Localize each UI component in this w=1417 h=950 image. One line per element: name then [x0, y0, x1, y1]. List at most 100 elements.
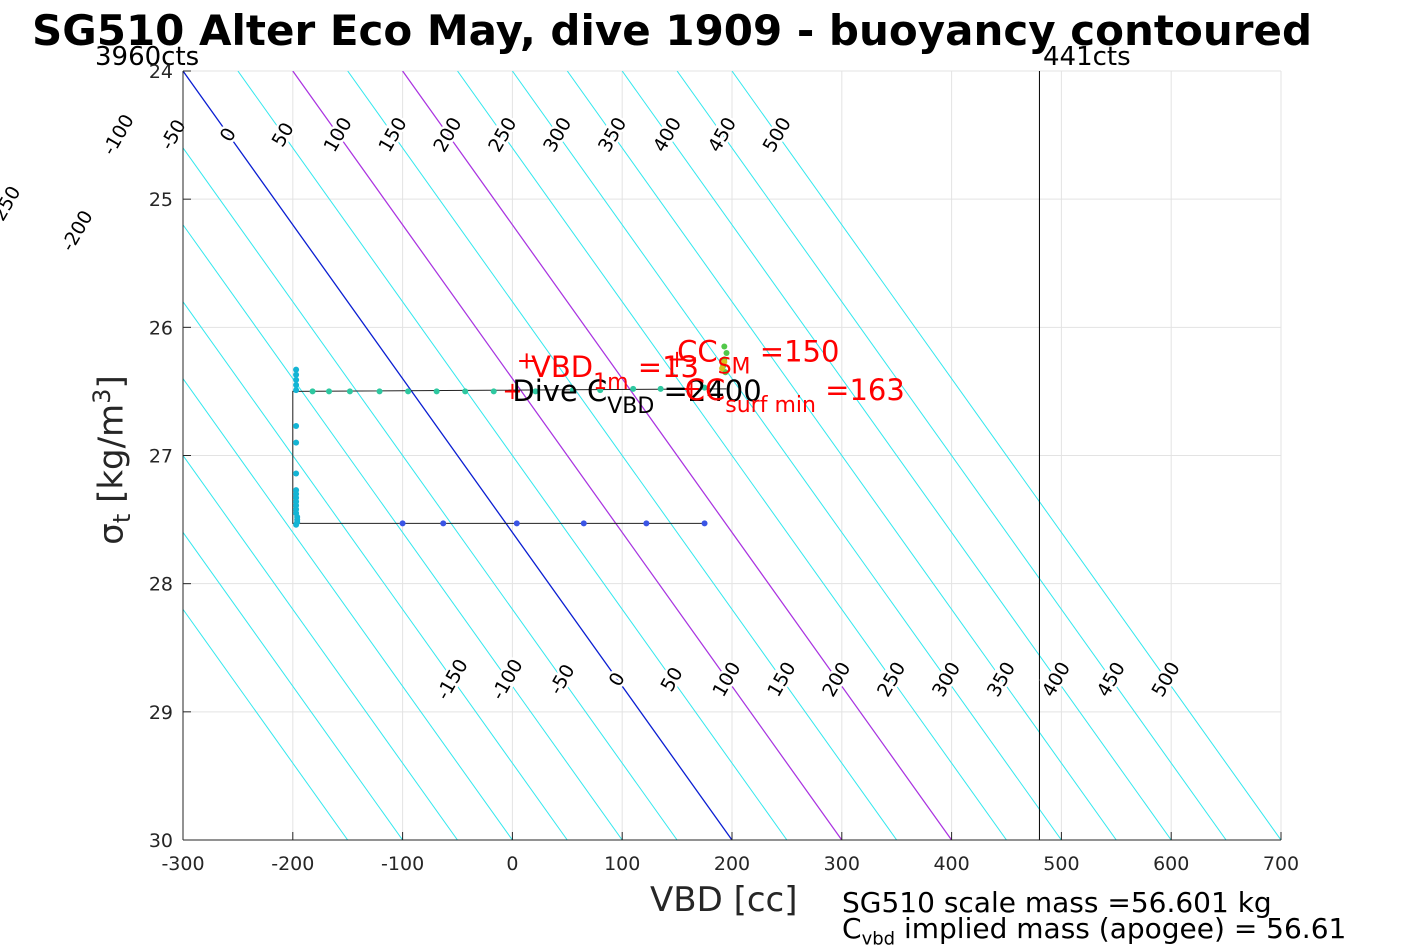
- implied-mass-prefix: C: [842, 912, 862, 945]
- contour-label: -250: [0, 182, 25, 230]
- contour-line: [457, 71, 1007, 840]
- y-axis-label: σt [kg/m3]: [88, 375, 136, 544]
- contour-label: 50: [657, 664, 688, 696]
- x-tick-label: -200: [271, 853, 314, 875]
- data-point: [326, 388, 333, 395]
- data-point: [721, 343, 728, 350]
- y-axis-symbol: σ: [91, 523, 132, 545]
- contour-line: [183, 147, 678, 840]
- contour-label: 150: [374, 114, 411, 156]
- data-point: [597, 387, 604, 394]
- contour-line: [511, 71, 1062, 840]
- data-point: [643, 520, 650, 527]
- contour-label: 500: [1148, 658, 1185, 700]
- contour-label: 250: [873, 658, 910, 700]
- contour-label: 250: [484, 114, 521, 156]
- plus-marker: +: [667, 345, 687, 373]
- annotation-label: CCsurf min =163: [685, 373, 905, 418]
- dive-trace: [292, 388, 727, 524]
- contour-line: [292, 71, 843, 840]
- x-tick-label: -300: [161, 853, 204, 875]
- data-point: [657, 385, 664, 392]
- y-tick-label: 29: [149, 702, 173, 724]
- data-point: [490, 388, 497, 395]
- contour-line: [621, 71, 1172, 840]
- contour-line: [183, 531, 403, 840]
- annotation-label: CCSM =150: [677, 334, 839, 379]
- contour-line: [566, 71, 1117, 840]
- contour-label: 450: [704, 114, 741, 156]
- right-counts-label: 441cts: [1043, 42, 1131, 72]
- chart-title: SG510 Alter Eco May, dive 1909 - buoyanc…: [32, 6, 1313, 55]
- data-point: [433, 388, 440, 395]
- y-axis-unit-end: ]: [91, 375, 132, 389]
- x-tick-label: 300: [824, 853, 860, 875]
- contour-line: [183, 608, 349, 840]
- scale-mass-text: SG510 scale mass =56.601 kg: [842, 886, 1272, 919]
- axes: -300 -200 -100 0 100 200 300 400 500 600 700242526…: [149, 61, 1299, 875]
- contour-label: 450: [1093, 658, 1130, 700]
- data-point: [440, 520, 447, 527]
- data-point: [293, 366, 300, 373]
- implied-mass-text: Cvbd implied mass (apogee) = 56.61: [842, 912, 1346, 950]
- implied-mass-rest: implied mass (apogee) = 56.61: [895, 912, 1347, 945]
- data-point: [293, 382, 300, 389]
- data-point: [346, 388, 353, 395]
- x-tick-label: 700: [1263, 853, 1299, 875]
- contour-label: -100: [487, 655, 528, 703]
- implied-mass-sub: vbd: [861, 928, 896, 950]
- contour-label: 350: [983, 658, 1020, 700]
- data-point: [630, 385, 637, 392]
- contour-label: 400: [649, 114, 686, 156]
- data-point: [293, 439, 300, 446]
- contour-line: [676, 71, 1227, 840]
- data-point: [723, 349, 730, 356]
- annotation-label: Dive CVBD =2400: [512, 374, 761, 419]
- contour-line: [183, 454, 458, 840]
- buoyancy-contours: [183, 71, 1281, 840]
- y-axis-symbol-sub: t: [108, 513, 137, 524]
- y-tick-label: 30: [149, 830, 173, 852]
- data-point: [513, 520, 520, 527]
- plus-marker: +: [517, 346, 537, 374]
- x-axis-label: VBD [cc]: [650, 880, 798, 920]
- x-tick-label: 500: [1043, 853, 1079, 875]
- annotation-label: VBD1m =13: [531, 350, 699, 395]
- y-axis-unit: [kg/m: [91, 403, 132, 514]
- plus-marker: +: [681, 375, 701, 403]
- x-tick-label: 200: [714, 853, 750, 875]
- data-point: [701, 520, 708, 527]
- contour-label: -50: [156, 116, 191, 154]
- data-point: [309, 388, 316, 395]
- contour-label: 200: [429, 114, 466, 156]
- contour-line: [183, 377, 513, 840]
- data-point: [580, 520, 587, 527]
- contour-label: -50: [545, 661, 580, 699]
- data-point: [719, 365, 726, 372]
- contour-label: 50: [268, 119, 299, 151]
- plus-marker: +: [502, 377, 522, 405]
- data-point: [293, 376, 300, 383]
- x-tick-label: 0: [506, 853, 518, 875]
- x-tick-label: -100: [381, 853, 424, 875]
- x-tick-label: 600: [1153, 853, 1189, 875]
- data-point: [569, 387, 576, 394]
- contour-line: [183, 71, 733, 840]
- data-point: [376, 388, 383, 395]
- data-point: [293, 387, 300, 394]
- contour-line: [183, 223, 623, 840]
- dive-trace-line: [292, 388, 727, 524]
- y-tick-label: 26: [149, 317, 173, 339]
- x-tick-label: 100: [604, 853, 640, 875]
- y-axis-unit-exp: 3: [87, 388, 116, 404]
- data-point: [293, 371, 300, 378]
- contour-line: [237, 71, 788, 840]
- contour-label: 0: [605, 669, 630, 690]
- contour-label: 0: [216, 124, 241, 145]
- y-tick-label: 28: [149, 574, 173, 596]
- contour-line: [731, 71, 1281, 840]
- data-point: [293, 423, 300, 430]
- contour-label: 100: [320, 114, 357, 156]
